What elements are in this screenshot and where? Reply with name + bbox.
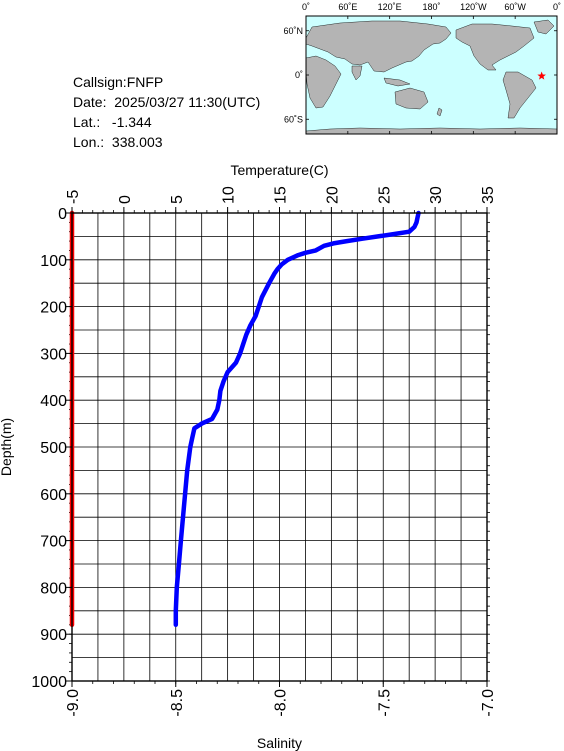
landmass-south-america	[502, 71, 537, 119]
landmass-eurasia	[305, 20, 452, 73]
map-lon-label: 0˚	[302, 2, 310, 12]
location-map: 0˚ 60˚E 120˚E 180˚ 120˚W 60˚W 0˚ 60˚N 0˚ 60˚S	[283, 2, 561, 135]
landmass-australia	[394, 87, 429, 110]
salinity-tick-label: -8.0	[273, 689, 290, 717]
landmass-africa	[305, 55, 342, 109]
depth-tick-label: 800	[40, 580, 67, 597]
landmass-india	[351, 65, 363, 81]
temp-tick-label: -5	[65, 190, 82, 204]
depth-tick-label: 300	[40, 346, 67, 363]
depth-tick-label: 400	[40, 393, 67, 410]
salinity-tick-label: -7.5	[376, 689, 393, 717]
map-latitude-labels: 60˚N 0˚ 60˚S	[283, 26, 303, 125]
temperature-profile-line	[173, 210, 421, 628]
lon-label: Lon.:	[73, 134, 105, 150]
depth-tick-label: 0	[58, 206, 67, 223]
depth-tick-label: 700	[40, 534, 67, 551]
date-value: 2025/03/27 11:30(UTC)	[114, 94, 261, 110]
landmass-greenland	[533, 19, 555, 35]
depth-axis-title: Depth(m)	[0, 418, 14, 476]
temp-tick-label: 25	[376, 186, 393, 204]
callsign-value: FNFP	[126, 74, 164, 90]
lat-line: Lat.: -1.344	[73, 112, 260, 132]
grid-lines	[72, 213, 487, 681]
salinity-tick-label: -9.0	[65, 689, 82, 717]
salinity-tick-labels: -9.0 -8.5 -8.0 -7.5 -7.0	[65, 681, 497, 717]
map-lon-label: 60˚W	[504, 2, 526, 12]
map-tick-marks	[305, 16, 558, 134]
map-lon-label: 180˚	[422, 2, 440, 12]
depth-tick-label: 1000	[31, 674, 67, 691]
salinity-tick-label: -7.0	[480, 689, 497, 717]
temp-tick-label: 35	[480, 186, 497, 204]
salinity-axis-title: Salinity	[257, 735, 302, 751]
map-lat-label: 60˚S	[284, 114, 303, 124]
lon-line: Lon.: 338.003	[73, 132, 260, 152]
map-lat-label: 0˚	[295, 70, 303, 80]
profile-plot: -5 0 5 10 15 20 25 30 35 -9.0 -8.5 -8.0 -7.5 -7.0 0 1…	[0, 162, 497, 751]
temp-tick-label: 20	[324, 186, 341, 204]
map-lon-label: 0˚	[553, 2, 561, 12]
depth-tick-label: 200	[40, 300, 67, 317]
map-lon-label: 120˚W	[460, 2, 487, 12]
lat-value: -1.344	[111, 114, 152, 130]
date-line: Date: 2025/03/27 11:30(UTC)	[73, 92, 260, 112]
map-longitude-labels: 0˚ 60˚E 120˚E 180˚ 120˚W 60˚W 0˚	[302, 2, 561, 12]
depth-tick-label: 100	[40, 253, 67, 270]
map-lat-label: 60˚N	[283, 26, 303, 36]
station-marker	[537, 71, 546, 80]
lat-label: Lat.:	[73, 114, 101, 130]
callsign-label: Callsign:	[73, 74, 127, 90]
temperature-series	[173, 210, 421, 628]
depth-tick-label: 500	[40, 440, 67, 457]
depth-tick-labels: 0 100 200 300 400 500 600 700 800 900 1000	[31, 206, 72, 691]
callsign-line: Callsign:FNFP	[73, 72, 260, 92]
temp-tick-label: 0	[117, 195, 134, 204]
station-star	[537, 71, 546, 80]
date-label: Date:	[73, 94, 107, 110]
landmass-north-america	[455, 23, 535, 71]
temp-tick-label: 5	[169, 195, 186, 204]
lon-value: 338.003	[111, 134, 163, 150]
map-lon-label: 60˚E	[338, 2, 357, 12]
depth-tick-label: 900	[40, 627, 67, 644]
landmass-new-zealand	[436, 107, 443, 117]
map-lon-label: 120˚E	[378, 2, 402, 12]
landmass-indonesia	[383, 77, 411, 87]
depth-tick-label: 600	[40, 487, 67, 504]
temp-tick-label: 15	[273, 186, 290, 204]
temperature-tick-labels: -5 0 5 10 15 20 25 30 35	[65, 186, 497, 213]
temp-tick-label: 10	[221, 186, 238, 204]
station-info: Callsign:FNFP Date: 2025/03/27 11:30(UTC…	[73, 72, 260, 152]
salinity-tick-label: -8.5	[169, 689, 186, 717]
temperature-axis-title: Temperature(C)	[230, 162, 328, 178]
temp-tick-label: 30	[428, 186, 445, 204]
